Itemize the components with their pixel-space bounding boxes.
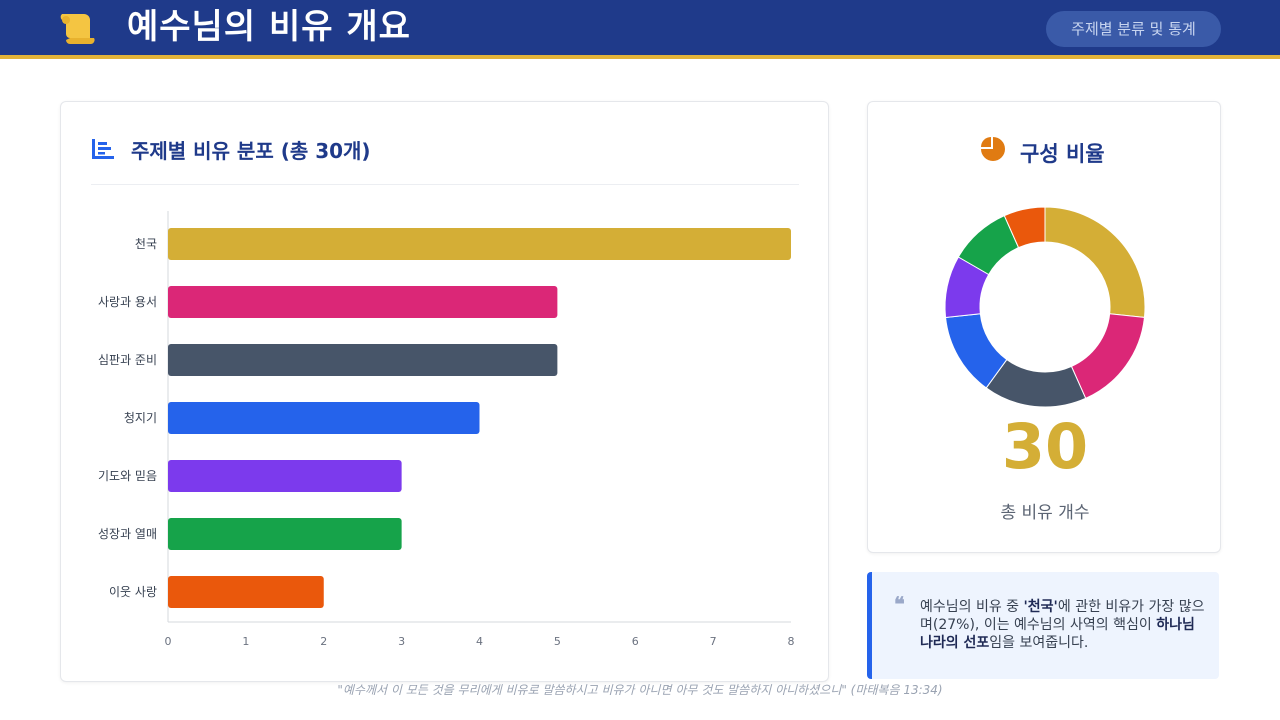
donut-chart-card: 구성 비율 30 총 비유 개수 xyxy=(867,101,1221,553)
total-count: 30 xyxy=(1001,410,1089,483)
insight-text-part: 예수님의 비유 중 xyxy=(920,599,1024,615)
total-count-label: 총 비유 개수 xyxy=(1000,503,1090,523)
scroll-icon xyxy=(60,14,95,45)
bar xyxy=(168,576,324,608)
donut-chart-header: 구성 비율 xyxy=(868,132,1222,172)
x-tick-label: 7 xyxy=(710,635,717,648)
x-tick-label: 6 xyxy=(632,635,639,648)
x-tick-label: 5 xyxy=(554,635,561,648)
bar xyxy=(168,344,558,376)
bar xyxy=(168,518,402,550)
header-bar: 예수님의 비유 개요 주제별 분류 및 통계 xyxy=(0,0,1280,59)
x-tick-label: 8 xyxy=(788,635,795,648)
bar-chart-icon xyxy=(92,139,114,159)
page-title: 예수님의 비유 개요 xyxy=(127,7,411,47)
insight-text-part: 에 관한 비유가 가장 많으며(27%), 이는 예수님의 사역의 핵심이 xyxy=(920,599,1205,633)
donut-slice xyxy=(1003,206,1046,249)
category-label: 성장과 열매 xyxy=(98,527,157,541)
category-label: 천국 xyxy=(135,236,157,251)
quote-icon: ❝ xyxy=(894,592,905,616)
bar xyxy=(168,460,402,492)
insight-box: ❝ 예수님의 비유 중 '천국'에 관한 비유가 가장 많으며(27%), 이는… xyxy=(867,572,1219,679)
pie-chart-icon xyxy=(981,137,1005,161)
category-badge: 주제별 분류 및 통계 xyxy=(1046,11,1221,47)
insight-text: 예수님의 비유 중 '천국'에 관한 비유가 가장 많으며(27%), 이는 예… xyxy=(920,598,1212,652)
category-label: 사랑과 용서 xyxy=(98,295,157,309)
category-label: 기도와 믿음 xyxy=(98,469,157,483)
bar xyxy=(168,228,791,260)
donut-slice xyxy=(1070,313,1146,400)
insight-text-part: 임을 보여줍니다. xyxy=(989,635,1089,651)
insight-highlight: 하나님 나라의 선포 xyxy=(920,617,1195,651)
insight-highlight: '천국' xyxy=(1023,599,1058,615)
category-label: 심판과 준비 xyxy=(98,353,157,367)
category-label: 청지기 xyxy=(124,411,157,425)
donut-chart-title: 구성 비율 xyxy=(1020,142,1105,166)
footer-quote: "예수께서 이 모든 것을 무리에게 비유로 말씀하시고 비유가 아니면 아무 … xyxy=(337,683,943,697)
x-tick-label: 2 xyxy=(320,635,327,648)
bar xyxy=(168,402,480,434)
donut-chart xyxy=(944,206,1146,408)
bar xyxy=(168,286,558,318)
bar-chart-title: 주제별 비유 분포 (총 30개) xyxy=(131,139,371,163)
x-tick-label: 3 xyxy=(398,635,405,648)
donut-slice xyxy=(1044,206,1146,319)
category-label: 이웃 사랑 xyxy=(109,585,157,599)
x-tick-label: 0 xyxy=(165,635,172,648)
x-tick-label: 1 xyxy=(242,635,249,648)
x-tick-label: 4 xyxy=(476,635,483,648)
divider xyxy=(91,184,799,185)
